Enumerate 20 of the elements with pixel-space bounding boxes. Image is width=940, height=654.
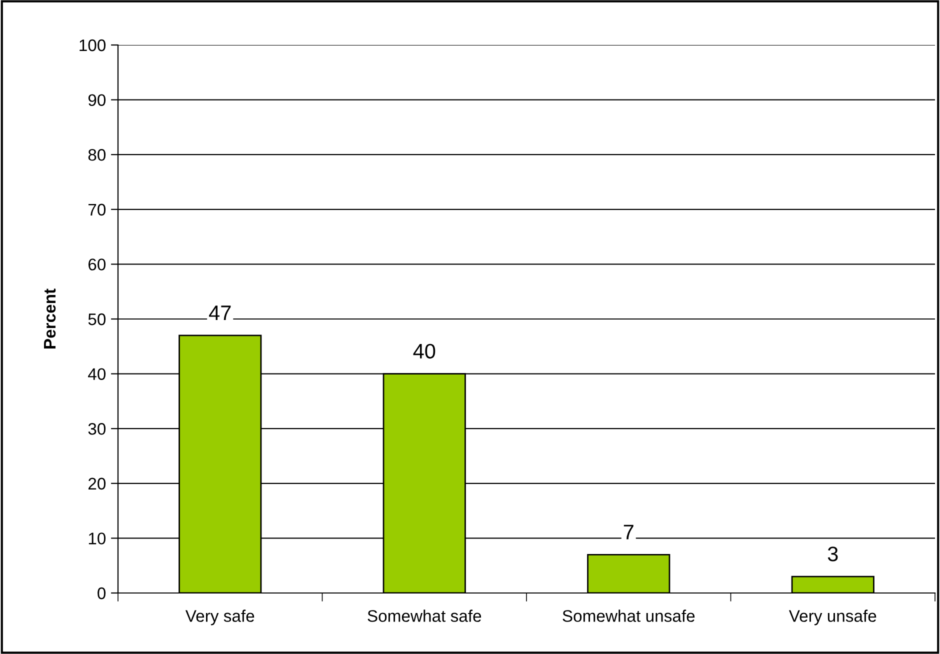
y-tick-label: 20 — [88, 478, 106, 490]
data-label: 40 — [413, 344, 436, 359]
y-tick-label: 50 — [88, 313, 106, 326]
y-tick-label: 0 — [98, 587, 106, 600]
y-tick-label: 70 — [88, 204, 106, 216]
data-label: 7 — [624, 524, 634, 540]
y-tick-label: 10 — [88, 532, 106, 544]
data-label: 47 — [209, 306, 231, 320]
y-tick-label: 30 — [88, 423, 106, 435]
x-tick-label: Somewhat unsafe — [562, 610, 695, 622]
y-axis-title: Percent — [44, 288, 56, 348]
y-tick-label: 90 — [88, 94, 106, 106]
x-tick-label: Very unsafe — [788, 610, 876, 626]
x-tick-label: Very safe — [185, 610, 254, 626]
y-tick-label: 40 — [88, 368, 106, 380]
y-tick-label: 60 — [88, 258, 106, 270]
x-tick-label: Somewhat safe — [368, 610, 482, 622]
y-tick-label: 100 — [80, 39, 106, 52]
data-label: 3 — [828, 546, 838, 562]
y-tick-label: 80 — [88, 149, 106, 161]
